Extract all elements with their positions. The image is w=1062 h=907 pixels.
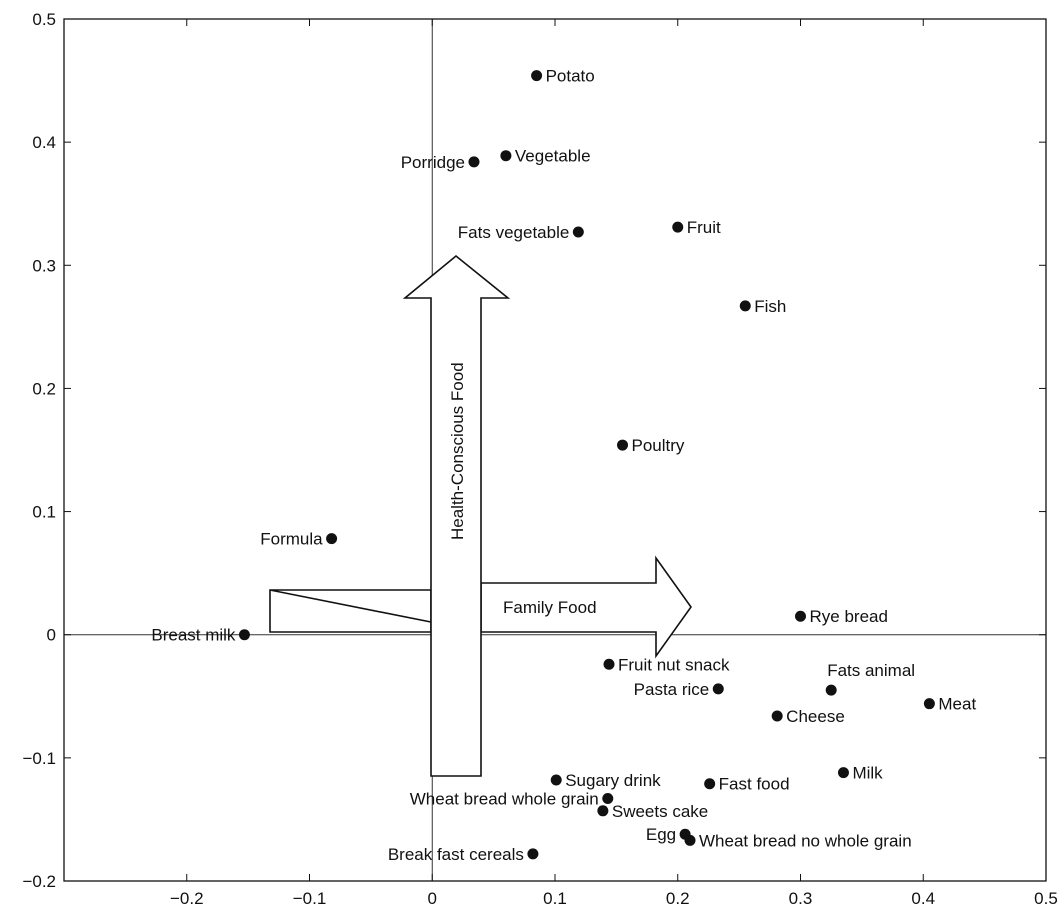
data-point xyxy=(704,778,716,790)
x-tick-label: −0.2 xyxy=(170,889,204,907)
x-tick-label: 0.3 xyxy=(789,889,813,907)
data-point-label: Rye bread xyxy=(810,607,888,626)
data-point xyxy=(602,792,614,804)
y-tick-label: 0.3 xyxy=(32,256,56,275)
data-point-label: Poultry xyxy=(632,436,685,455)
data-point xyxy=(550,774,562,786)
data-point xyxy=(468,156,480,168)
data-point-label: Egg xyxy=(646,825,676,844)
family-food-arrow-label: Family Food xyxy=(503,598,597,617)
data-point xyxy=(238,629,250,641)
data-point xyxy=(837,767,849,779)
data-point-label: Fats vegetable xyxy=(458,223,570,242)
x-tick-label: 0.1 xyxy=(543,889,567,907)
x-tick-label: 0.2 xyxy=(666,889,690,907)
data-point xyxy=(795,610,806,622)
data-point xyxy=(326,533,338,545)
y-tick-label: 0 xyxy=(47,626,56,645)
data-point xyxy=(923,698,935,710)
data-point xyxy=(572,226,584,238)
data-point-label: Potato xyxy=(546,67,595,86)
data-point xyxy=(603,658,615,670)
y-tick-label: 0.4 xyxy=(32,133,56,152)
data-point xyxy=(825,684,837,696)
data-point-label: Break fast cereals xyxy=(388,845,524,864)
y-tick-label: −0.1 xyxy=(22,749,56,768)
data-point-label: Sweets cake xyxy=(612,802,708,821)
data-point-label: Formula xyxy=(260,530,323,549)
data-point-label: Meat xyxy=(938,695,976,714)
data-point-label: Cheese xyxy=(786,707,845,726)
data-point xyxy=(527,848,539,860)
data-point xyxy=(597,805,609,817)
x-tick-label: 0.5 xyxy=(1034,889,1058,907)
data-point-label: Milk xyxy=(852,764,883,783)
x-tick-label: 0.4 xyxy=(911,889,935,907)
data-point xyxy=(684,834,696,846)
data-point-label: Breast milk xyxy=(151,626,236,645)
x-tick-label: −0.1 xyxy=(293,889,327,907)
data-point-label: Pasta rice xyxy=(634,680,710,699)
health-conscious-food-arrow: Health-Conscious Food xyxy=(402,254,511,777)
axes: −0.2 −0.1 0 0.1 0.2 0.3 0.4 0.5 −0.2 −0.1 0 0.1 0.2 0… xyxy=(22,10,1057,907)
data-point xyxy=(712,683,724,695)
x-tick-label: 0 xyxy=(428,889,437,907)
data-point xyxy=(500,150,512,162)
data-point xyxy=(771,710,783,722)
data-point xyxy=(739,300,751,312)
data-point xyxy=(531,70,543,82)
data-point-label: Wheat bread no whole grain xyxy=(699,831,912,850)
data-point-label: Fruit nut snack xyxy=(618,655,730,674)
data-point xyxy=(672,221,684,233)
data-point-label: Porridge xyxy=(401,153,465,172)
data-point-label: Vegetable xyxy=(515,147,591,166)
data-point-label: Fruit xyxy=(687,218,721,237)
data-point-label: Fast food xyxy=(719,775,790,794)
data-point-label: Fats animal xyxy=(827,661,915,680)
data-point xyxy=(617,439,629,451)
health-conscious-food-arrow-label: Health-Conscious Food xyxy=(448,362,467,540)
data-point-label: Wheat bread whole grain xyxy=(410,789,599,808)
y-tick-label: 0.2 xyxy=(32,379,56,398)
data-points: Potato Vegetable Porridge Fats vegetable Fru… xyxy=(151,67,976,864)
data-point-label: Sugary drink xyxy=(565,771,661,790)
y-tick-label: 0.5 xyxy=(32,10,56,29)
data-point-label: Fish xyxy=(754,297,786,316)
health-conscious-food-arrow-shape xyxy=(402,254,511,777)
y-tick-label: 0.1 xyxy=(32,503,56,522)
y-tick-label: −0.2 xyxy=(22,872,56,891)
